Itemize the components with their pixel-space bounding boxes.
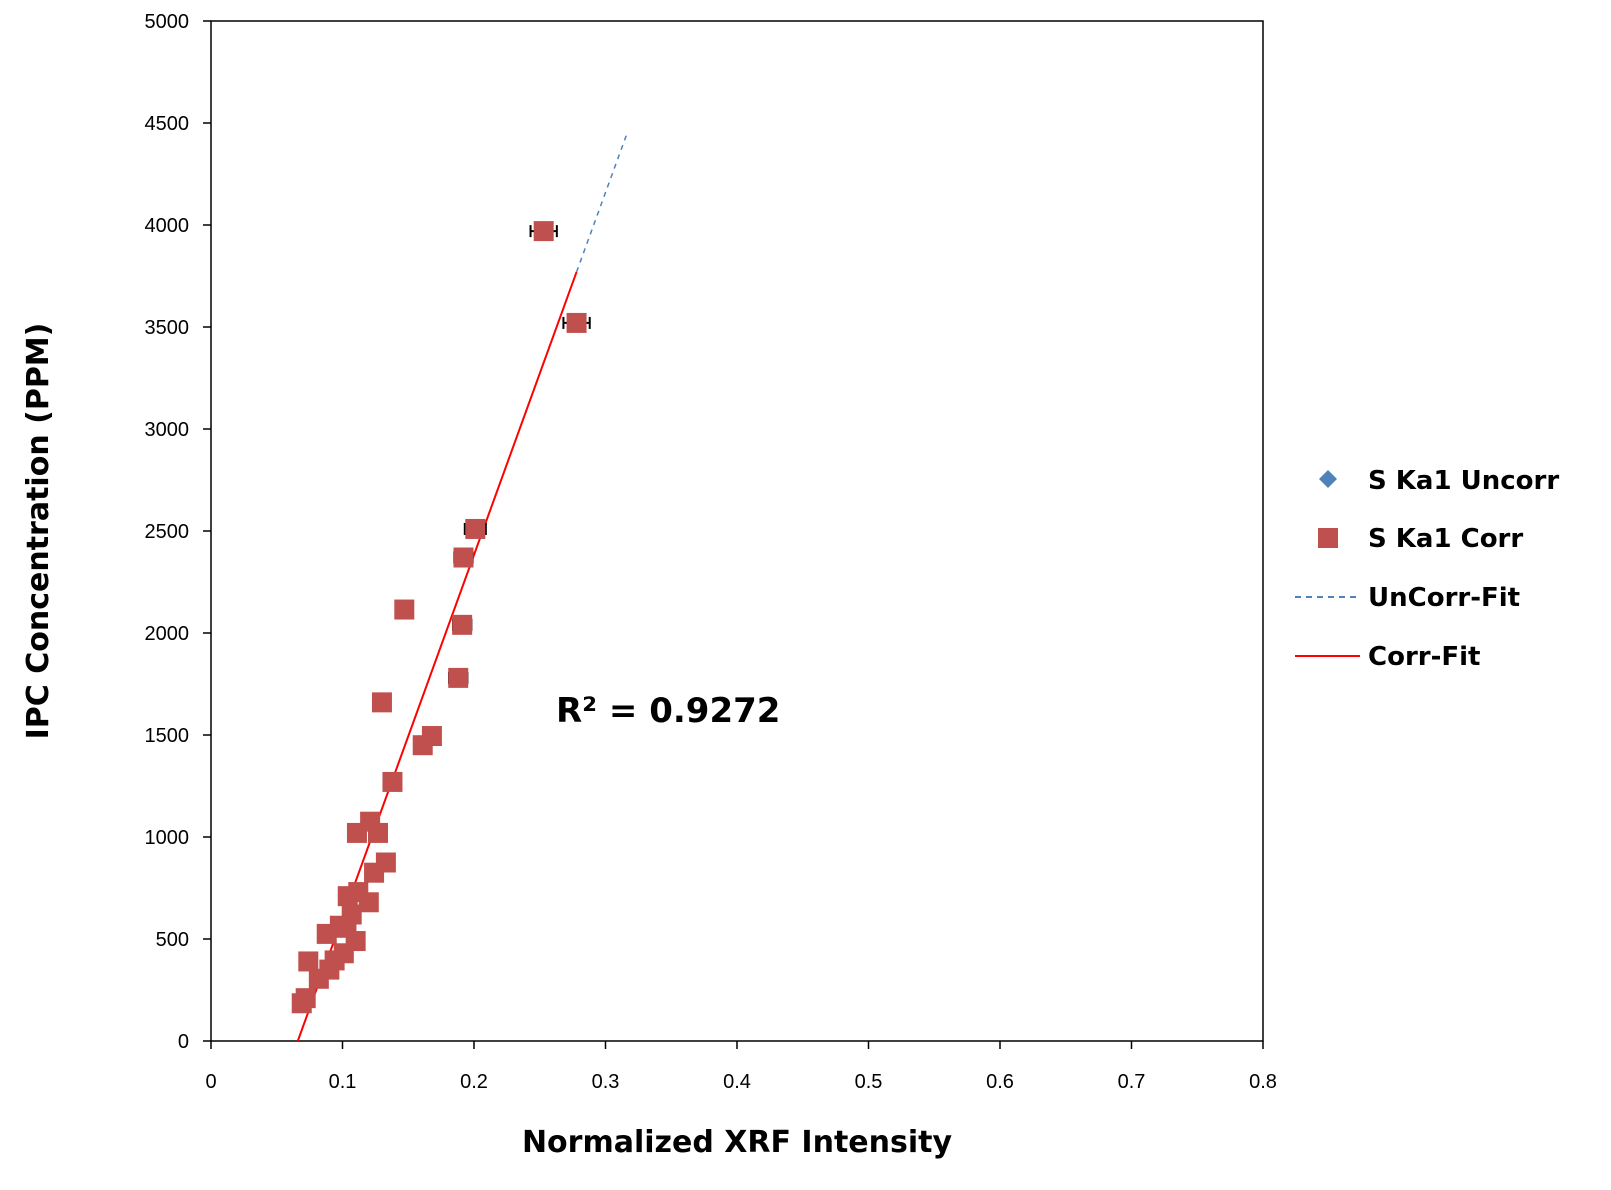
y-axis-title: IPC Concentration (PPM) (21, 323, 56, 740)
y-tick-label: 5000 (145, 11, 190, 33)
x-tick-label: 0.5 (855, 1071, 883, 1093)
corr-data-point (394, 599, 415, 620)
y-tick-label: 4000 (145, 215, 190, 237)
x-tick-label: 0.2 (460, 1071, 488, 1093)
plot-area (210, 20, 1264, 1042)
corr-data-point (346, 822, 367, 843)
x-axis-title: Normalized XRF Intensity (522, 1125, 953, 1160)
y-tick-label: 1500 (145, 725, 190, 747)
corr-data-point (465, 518, 486, 539)
legend-label: S Ka1 Uncorr (1368, 466, 1559, 496)
legend-item-uncorr-fit: UnCorr-Fit (1295, 583, 1520, 613)
data-points (291, 221, 587, 1014)
corr-data-point (412, 735, 433, 756)
corr-data-point (382, 771, 403, 792)
legend-item-corr: S Ka1 Corr (1318, 524, 1523, 554)
corr-data-point (298, 951, 319, 972)
x-tick-label: 0.1 (329, 1071, 357, 1093)
x-tick-label: 0 (205, 1071, 216, 1093)
corr-data-point (533, 221, 554, 242)
legend-label: S Ka1 Corr (1368, 524, 1523, 554)
x-tick-label: 0.8 (1249, 1071, 1277, 1093)
y-axis: 0 500 1000 1500 2000 2500 3000 3500 4000 4500 5000 (145, 11, 211, 1053)
x-tick-label: 0.3 (592, 1071, 620, 1093)
y-tick-label: 0 (178, 1031, 189, 1053)
x-tick-label: 0.7 (1118, 1071, 1146, 1093)
corr-data-point (337, 886, 358, 907)
y-tick-label: 4500 (145, 113, 190, 135)
corr-data-point (453, 547, 474, 568)
corr-data-point (452, 614, 473, 635)
y-tick-label: 2000 (145, 623, 190, 645)
corr-data-point (371, 692, 392, 713)
legend-label: Corr-Fit (1368, 642, 1480, 672)
y-tick-label: 1000 (145, 827, 190, 849)
y-tick-label: 3500 (145, 317, 190, 339)
y-tick-label: 2500 (145, 521, 190, 543)
corr-data-point (566, 312, 587, 333)
x-tick-label: 0.4 (723, 1071, 751, 1093)
x-tick-label: 0.6 (986, 1071, 1014, 1093)
corr-data-point (368, 822, 389, 843)
x-axis: 0 0.1 0.2 0.3 0.4 0.5 0.6 0.7 0.8 (205, 1041, 1277, 1093)
y-tick-label: 3000 (145, 419, 190, 441)
legend-label: UnCorr-Fit (1368, 583, 1520, 613)
legend-diamond-marker (1319, 470, 1337, 488)
corr-data-point (316, 923, 337, 944)
corr-data-point (448, 667, 469, 688)
corr-data-point (308, 968, 329, 989)
corr-data-point (364, 862, 385, 883)
corr-data-point (358, 892, 379, 913)
legend-item-corr-fit: Corr-Fit (1295, 642, 1480, 672)
uncorr-fit-line (575, 130, 629, 273)
r-squared-annotation: R² = 0.9272 (556, 691, 780, 731)
legend: S Ka1 Uncorr S Ka1 Corr UnCorr-Fit Corr-… (1295, 466, 1559, 672)
legend-item-uncorr: S Ka1 Uncorr (1319, 466, 1559, 496)
y-tick-label: 500 (156, 929, 189, 951)
corr-data-point (291, 993, 312, 1014)
legend-square-marker (1318, 528, 1338, 548)
